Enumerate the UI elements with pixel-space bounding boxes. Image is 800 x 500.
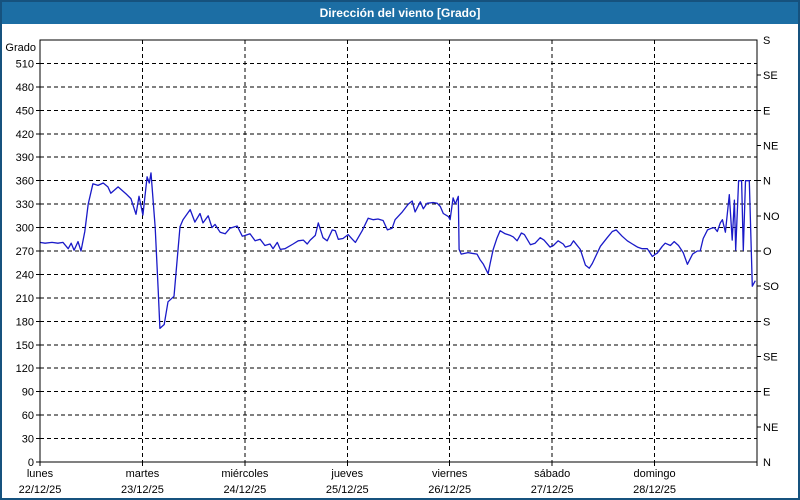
svg-text:sábado: sábado: [534, 468, 570, 480]
svg-text:25/12/25: 25/12/25: [326, 484, 369, 496]
svg-text:60: 60: [22, 410, 34, 422]
data-line: [39, 172, 756, 330]
svg-text:330: 330: [16, 199, 34, 211]
axis-ticks: [36, 62, 761, 466]
svg-text:360: 360: [16, 176, 34, 188]
svg-text:510: 510: [16, 58, 34, 70]
title-bar: Dirección del viento [Grado]: [2, 2, 798, 24]
svg-text:0: 0: [28, 457, 34, 469]
svg-text:NE: NE: [763, 141, 778, 153]
svg-text:martes: martes: [126, 468, 160, 480]
svg-text:390: 390: [16, 152, 34, 164]
svg-text:24/12/25: 24/12/25: [223, 484, 266, 496]
svg-text:SE: SE: [763, 352, 778, 364]
svg-text:O: O: [763, 246, 772, 258]
svg-text:E: E: [763, 105, 770, 117]
svg-text:jueves: jueves: [330, 468, 363, 480]
svg-text:240: 240: [16, 269, 34, 281]
svg-text:E: E: [763, 387, 770, 399]
svg-text:viernes: viernes: [432, 468, 468, 480]
svg-text:NO: NO: [763, 211, 780, 223]
svg-text:210: 210: [16, 293, 34, 305]
svg-text:22/12/25: 22/12/25: [19, 484, 62, 496]
axis-labels: 0 30 60 90 120 150 180 210 240 270 300 330 360 390 420…: [5, 35, 780, 496]
svg-text:domingo: domingo: [633, 468, 675, 480]
svg-text:miércoles: miércoles: [221, 468, 269, 480]
svg-text:150: 150: [16, 340, 34, 352]
svg-text:Grado: Grado: [5, 42, 36, 54]
svg-text:480: 480: [16, 82, 34, 94]
svg-text:180: 180: [16, 316, 34, 328]
svg-text:N: N: [763, 457, 771, 469]
svg-text:NE: NE: [763, 422, 778, 434]
svg-text:N: N: [763, 176, 771, 188]
svg-text:450: 450: [16, 105, 34, 117]
svg-text:270: 270: [16, 246, 34, 258]
svg-text:26/12/25: 26/12/25: [428, 484, 471, 496]
svg-text:27/12/25: 27/12/25: [531, 484, 574, 496]
svg-text:lunes: lunes: [27, 468, 54, 480]
svg-text:S: S: [763, 35, 770, 47]
svg-text:90: 90: [22, 387, 34, 399]
svg-text:420: 420: [16, 129, 34, 141]
svg-text:SE: SE: [763, 70, 778, 82]
svg-text:120: 120: [16, 363, 34, 375]
svg-text:S: S: [763, 316, 770, 328]
plot-border: [39, 39, 758, 463]
svg-text:300: 300: [16, 223, 34, 235]
svg-text:SO: SO: [763, 281, 779, 293]
svg-text:23/12/25: 23/12/25: [121, 484, 164, 496]
wind-direction-chart: 0 30 60 90 120 150 180 210 240 270 300 330 360 390 420…: [5, 35, 780, 496]
svg-text:28/12/25: 28/12/25: [633, 484, 676, 496]
chart-area: 0 30 60 90 120 150 180 210 240 270 300 330 360 390 420…: [2, 24, 798, 498]
svg-text:30: 30: [22, 434, 34, 446]
chart-title: Dirección del viento [Grado]: [319, 6, 481, 20]
